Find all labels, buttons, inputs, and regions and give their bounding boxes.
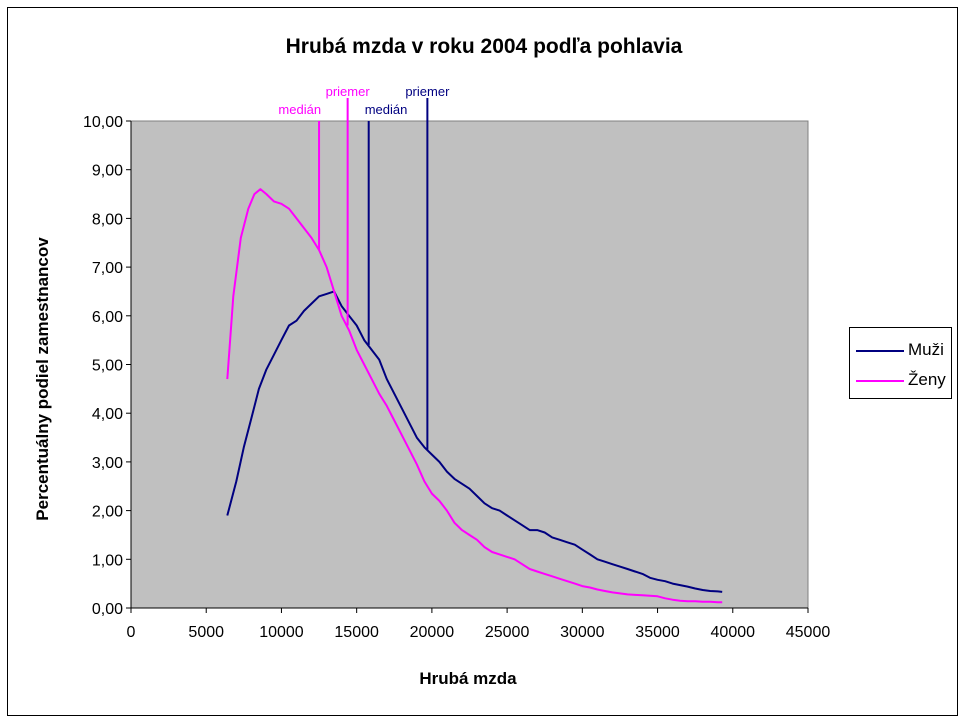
annotation-label-1: priemer	[326, 84, 371, 99]
legend: Muži Ženy	[849, 327, 952, 399]
legend-item-zeny: Ženy	[850, 370, 951, 390]
plot-area	[130, 120, 809, 609]
y-tick-label: 4,00	[92, 406, 123, 423]
y-tick-label: 10,00	[83, 114, 123, 131]
x-tick-label: 25000	[485, 624, 530, 641]
legend-swatch-zeny	[856, 380, 904, 382]
annotation-label-2: medián	[365, 102, 408, 117]
x-tick-label: 45000	[786, 624, 831, 641]
x-tick-label: 40000	[711, 624, 756, 641]
y-tick-label: 6,00	[92, 309, 123, 326]
y-tick-label: 5,00	[92, 358, 123, 375]
legend-swatch-muzi	[856, 350, 904, 352]
annotation-label-3: priemer	[405, 84, 450, 99]
legend-label-muzi: Muži	[908, 340, 944, 359]
x-tick-label: 30000	[560, 624, 605, 641]
x-tick-label: 5000	[188, 624, 224, 641]
legend-item-muzi: Muži	[850, 340, 951, 360]
y-tick-label: 1,00	[92, 552, 123, 569]
x-tick-label: 15000	[334, 624, 379, 641]
series-line-muzi	[226, 290, 723, 593]
y-axis-label: Percentuálny podiel zamestnancov	[33, 237, 52, 521]
y-tick-label: 3,00	[92, 455, 123, 472]
y-tick-label: 2,00	[92, 504, 123, 521]
annotation-label-0: medián	[278, 102, 321, 117]
series-line-zeny	[226, 188, 723, 604]
x-tick-label: 35000	[635, 624, 680, 641]
series-layer	[226, 188, 723, 604]
x-axis-label: Hrubá mzda	[419, 669, 517, 688]
y-tick-label: 8,00	[92, 211, 123, 228]
y-tick-label: 9,00	[92, 163, 123, 180]
x-tick-label: 0	[127, 624, 136, 641]
annotations: medián priemer medián priemer	[278, 84, 450, 450]
legend-label-zeny: Ženy	[908, 370, 946, 389]
axes: 0,00 1,00 2,00 3,00 4,00 5,00 6,00 7,00 8,00 9,00…	[83, 114, 830, 641]
x-tick-label: 10000	[259, 624, 304, 641]
y-tick-label: 7,00	[92, 260, 123, 277]
chart-title: Hrubá mzda v roku 2004 podľa pohlavia	[286, 35, 683, 58]
x-tick-label: 20000	[410, 624, 455, 641]
y-tick-label: 0,00	[92, 601, 123, 618]
